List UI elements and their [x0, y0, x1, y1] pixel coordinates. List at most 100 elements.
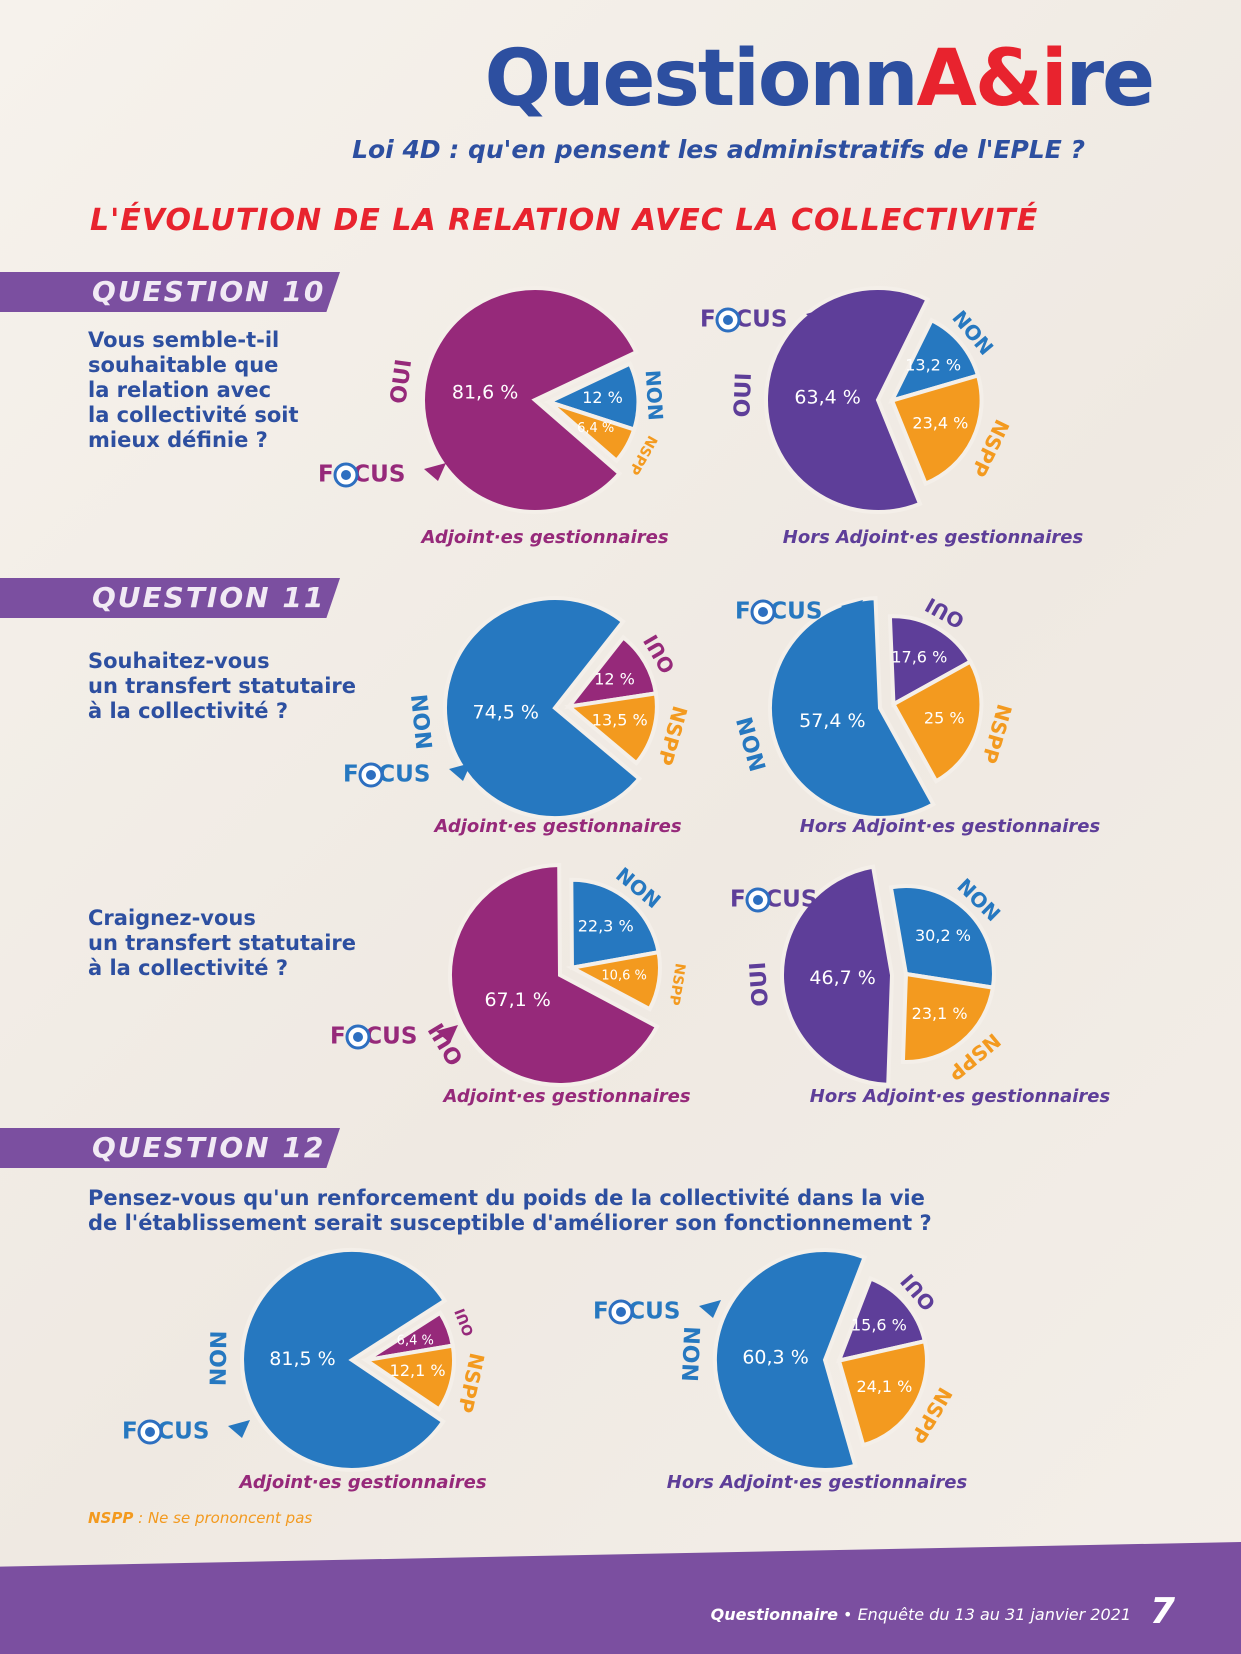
pie-category-label: OUI — [386, 358, 417, 406]
focus-tag: FOCUS — [318, 462, 446, 488]
pie-slice-oui — [887, 614, 974, 708]
question-10-band: QUESTION 10 — [0, 272, 340, 312]
pie-slice-non — [569, 877, 661, 971]
pie-caption: Hors Adjoint·es gestionnaires — [783, 527, 1084, 548]
pie-category-label: NSPP — [666, 962, 688, 1006]
focus-label: FOCUS — [330, 1024, 417, 1050]
pie-category-label: NON — [641, 369, 668, 421]
pie-slice-non — [442, 596, 643, 821]
question-11-band: QUESTION 11 — [0, 578, 340, 618]
pie-caption: Hors Adjoint·es gestionnaires — [800, 816, 1101, 837]
pie-value-label: 10,6 % — [601, 968, 646, 983]
pie-value-label: 46,7 % — [809, 967, 875, 989]
pie-slice-nspp — [565, 949, 662, 1012]
focus-label: FOCUS — [735, 599, 822, 625]
pie-slice-non — [712, 1248, 868, 1472]
focus-tag: FOCUS — [122, 1419, 250, 1445]
focus-arrow-icon — [449, 763, 471, 781]
focus-arrow-icon — [841, 600, 863, 618]
pie-value-label: 13,5 % — [592, 710, 648, 729]
focus-label: FOCUS — [730, 887, 817, 913]
pie-value-label: 23,4 % — [912, 413, 968, 432]
pie-slice-nspp — [547, 400, 637, 464]
focus-tag: FOCUS — [330, 1024, 458, 1050]
question-11b-text: Craignez-vous un transfert statutaire à la… — [88, 906, 357, 980]
pie-slice-nspp — [890, 658, 984, 784]
pie-value-label: 25 % — [924, 708, 965, 727]
focus-arrow-icon — [436, 1025, 458, 1043]
pie-slice-oui — [780, 864, 895, 1087]
pie-value-label: 30,2 % — [915, 926, 971, 945]
pie-category-label: NON — [207, 1330, 233, 1386]
pie-category-label: OUI — [730, 372, 757, 418]
page-subtitle: Loi 4D : qu'en pensent les administratif… — [352, 135, 1085, 164]
pie-chart-7: 81,5 % NON 6,4 % OUI 12,1 % NSPP Adjoint·es ge… — [122, 1247, 489, 1493]
pie-value-label: 12 % — [582, 388, 623, 407]
footer-text: Questionnaire • Enquête du 13 au 31 janv… — [710, 1605, 1131, 1624]
focus-arrow-icon — [806, 308, 828, 326]
focus-tag: FOCUS — [730, 887, 858, 913]
pie-caption: Hors Adjoint·es gestionnaires — [810, 1086, 1111, 1107]
question-12-text: Pensez-vous qu'un renforcement du poids … — [88, 1186, 932, 1235]
pie-slice-nspp — [889, 373, 984, 487]
focus-arrow-icon — [228, 1420, 250, 1438]
focus-label: FOCUS — [318, 462, 405, 488]
pie-value-label: 63,4 % — [794, 387, 860, 409]
pie-value-label: 12 % — [594, 670, 635, 689]
pie-value-label: 15,6 % — [851, 1316, 907, 1335]
pie-value-label: 13,2 % — [905, 355, 961, 374]
pie-slice-non — [240, 1247, 448, 1472]
focus-tag: FOCUS — [735, 599, 863, 625]
pie-value-label: 17,6 % — [891, 648, 947, 667]
pie-value-label: 6,4 % — [577, 421, 614, 436]
pie-slice-oui — [421, 286, 639, 514]
focus-arrow-icon — [424, 463, 446, 481]
pie-category-label: NSPP — [453, 1351, 489, 1415]
pie-category-label: NON — [679, 1326, 706, 1383]
pie-slice-nspp — [564, 691, 659, 766]
focus-label: FOCUS — [343, 762, 430, 788]
pie-caption: Hors Adjoint·es gestionnaires — [667, 1472, 968, 1493]
question-12-band: QUESTION 12 — [0, 1128, 340, 1168]
pie-caption: Adjoint·es gestionnaires — [237, 1472, 486, 1493]
pie-value-label: 57,4 % — [799, 710, 865, 732]
questionnaire-logo: QuestionnA&ire — [484, 34, 1155, 124]
question-11-text: Souhaitez-vous un transfert statutaire à l… — [88, 649, 357, 723]
focus-label: FOCUS — [593, 1299, 680, 1325]
pie-slice-nspp — [836, 1338, 929, 1448]
pie-caption: Adjoint·es gestionnaires — [441, 1086, 690, 1107]
pie-value-label: 67,1 % — [484, 989, 550, 1011]
pie-caption: Adjoint·es gestionnaires — [432, 816, 681, 837]
pie-slice-oui — [447, 862, 660, 1087]
pie-value-label: 60,3 % — [742, 1346, 808, 1368]
focus-arrow-icon — [699, 1300, 721, 1318]
focus-tag: FOCUS — [700, 307, 828, 333]
pie-slice-nspp — [900, 971, 996, 1065]
focus-label: FOCUS — [700, 307, 787, 333]
pie-value-label: 22,3 % — [578, 917, 634, 936]
nspp-note: NSPP : Ne se prononcent pas — [88, 1509, 313, 1527]
pie-value-label: 12,1 % — [390, 1361, 446, 1380]
pie-slice-non — [768, 596, 937, 820]
pie-category-label: OUI — [452, 1306, 477, 1338]
pie-category-label: NON — [733, 714, 772, 774]
pie-value-label: 74,5 % — [473, 702, 539, 724]
pie-caption: Adjoint·es gestionnaires — [419, 527, 668, 548]
pie-value-label: 81,5 % — [269, 1348, 335, 1370]
pie-slice-oui — [764, 285, 931, 514]
pie-category-label: NON — [408, 693, 439, 751]
pie-value-label: 81,6 % — [452, 382, 518, 404]
pie-value-label: 6,4 % — [397, 1334, 434, 1349]
pie-value-label: 23,1 % — [912, 1004, 968, 1023]
pie-slice-non — [888, 884, 996, 990]
page-number: 7 — [1149, 1591, 1175, 1632]
focus-tag: FOCUS — [343, 762, 471, 788]
pie-slice-nspp — [360, 1343, 457, 1413]
